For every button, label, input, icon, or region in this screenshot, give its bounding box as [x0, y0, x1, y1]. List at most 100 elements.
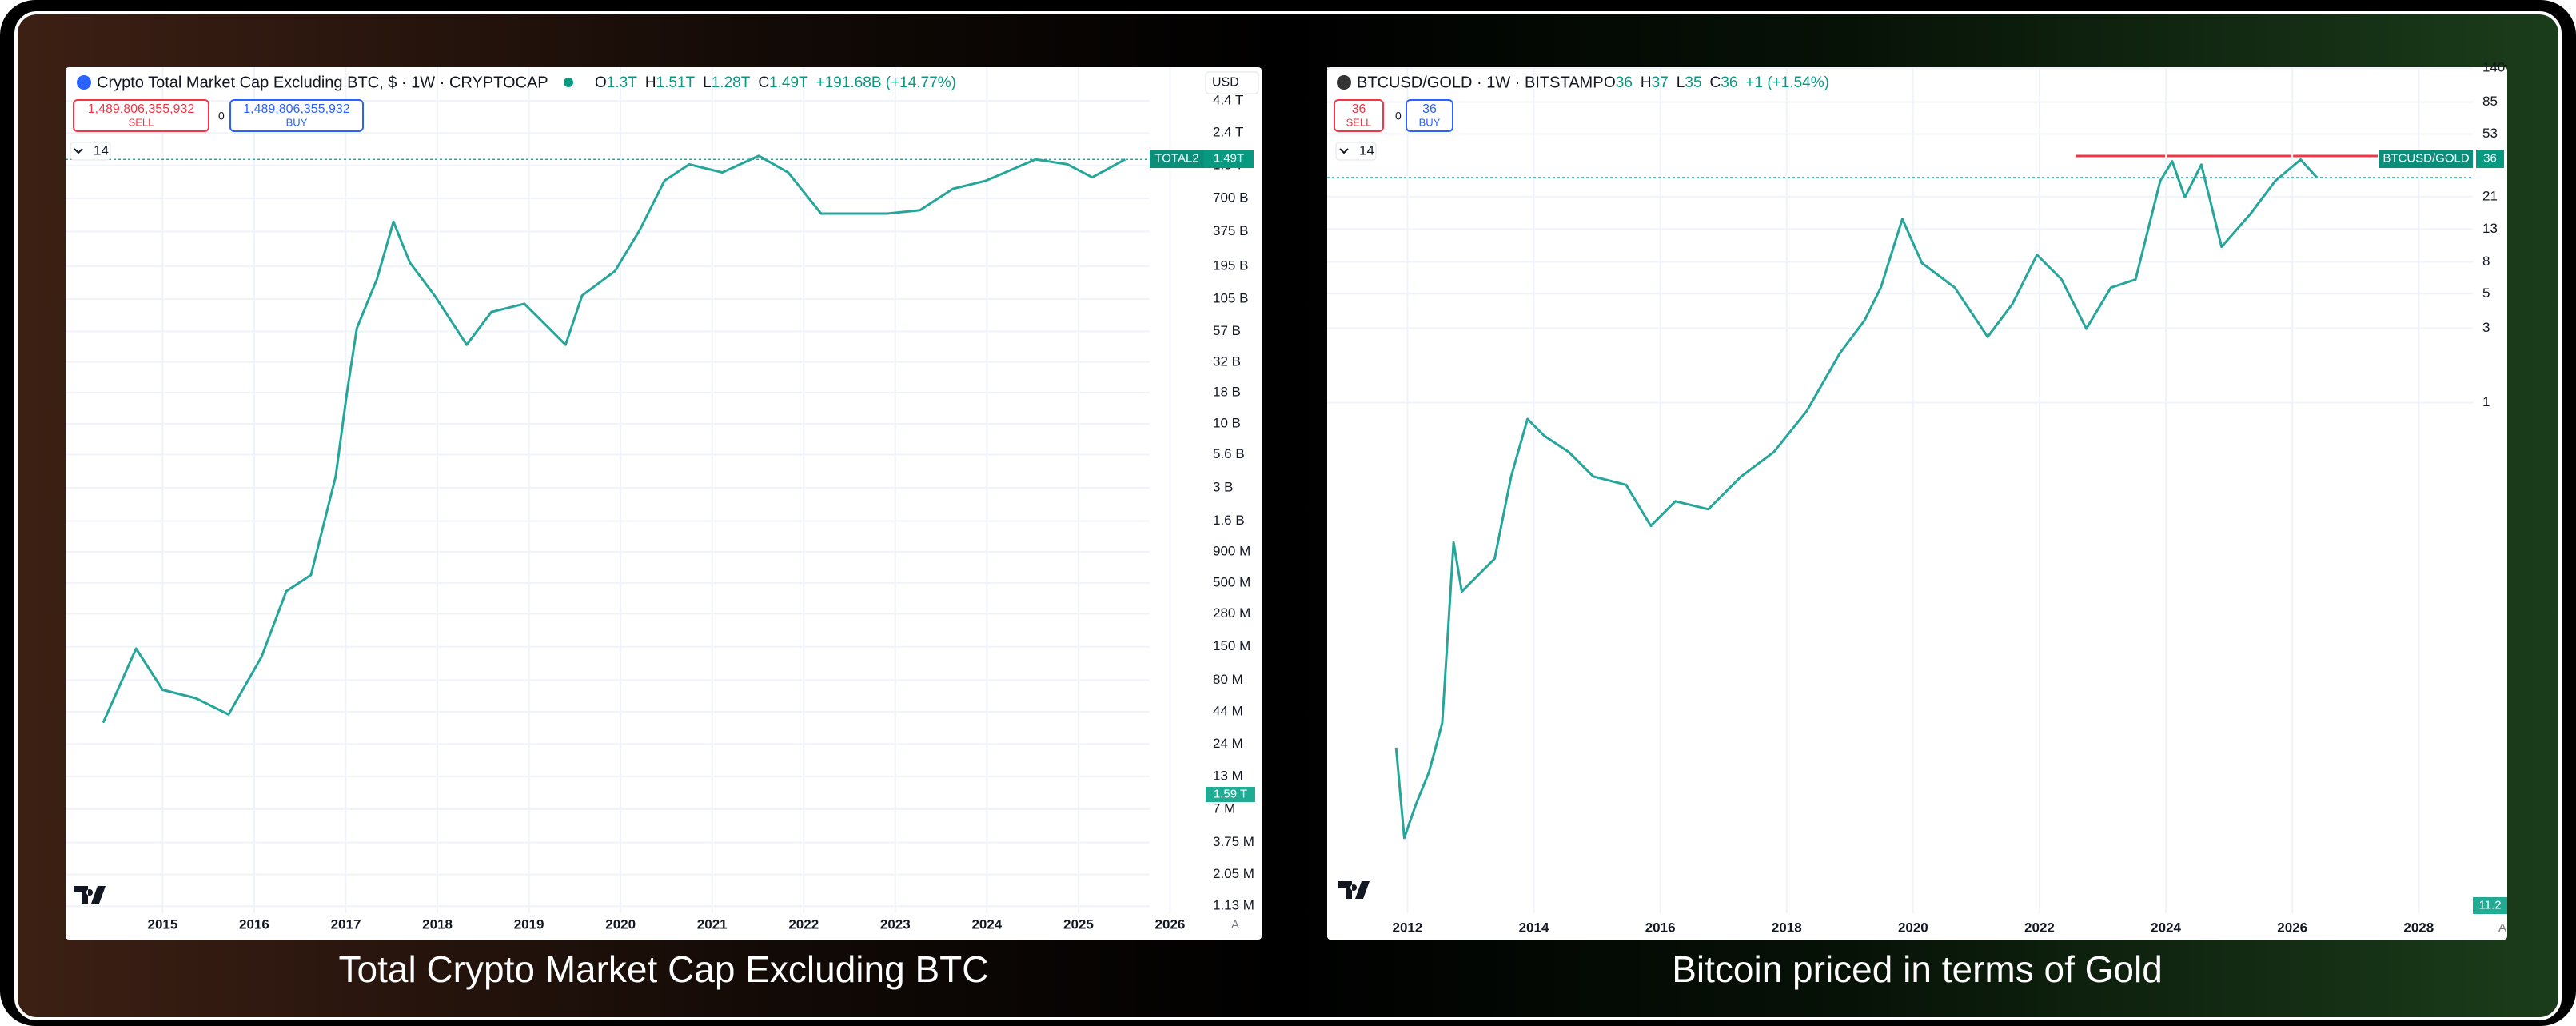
indicator-toggle[interactable] [70, 142, 111, 161]
y-tick-label: 105 B [1213, 290, 1248, 305]
y-tick-label: 21 [2482, 188, 2498, 203]
ohlc-value: 1.49T [769, 74, 808, 91]
sell-button[interactable] [73, 99, 209, 132]
x-tick-label: 2026 [1155, 916, 1186, 932]
y-tick-label: 5 [2482, 285, 2490, 301]
y-tick-label: 1.6 B [1213, 513, 1245, 528]
price-tag [2476, 150, 2504, 168]
x-tick-label: 2019 [514, 916, 544, 932]
y-tick-label: 44 M [1213, 704, 1243, 719]
symbol-title: BTCUSD/GOLD · 1W · BITSTAMP [1357, 74, 1604, 91]
x-tick-label: 2017 [331, 916, 361, 932]
y-tick-label: 8 [2482, 254, 2490, 269]
currency-button[interactable] [1205, 71, 1259, 94]
chart-panel [66, 67, 1262, 940]
plot-area [102, 154, 1127, 724]
y-tick-label: 195 B [1213, 257, 1248, 273]
y-tick-label: 3.75 M [1213, 834, 1254, 849]
symbol-tag [1150, 150, 1204, 168]
x-tick-label: 2012 [1392, 920, 1422, 935]
y-tick-label: 140 [2482, 60, 2505, 75]
symbol-title: Crypto Total Market Cap Excluding BTC, $… [97, 74, 548, 91]
x-tick-label: 2016 [1645, 920, 1676, 935]
y-tick-label: 1.13 M [1213, 898, 1254, 913]
y-tick-label: 500 M [1213, 574, 1250, 589]
x-tick-label: 2016 [239, 916, 269, 932]
spread: 0 [218, 110, 225, 122]
ohlc-label: C [1710, 74, 1721, 91]
plot-area [1394, 158, 2319, 840]
buy-button[interactable] [1406, 99, 1453, 132]
x-tick-label: 2022 [788, 916, 819, 932]
volume-tag-label: 11.2 [2478, 898, 2501, 912]
volume-tag [2473, 897, 2507, 914]
tradingview-logo [74, 886, 106, 904]
x-tick-label: 2018 [1772, 920, 1802, 935]
x-tick-label: 2022 [2024, 920, 2055, 935]
x-tick-label: 2024 [2151, 920, 2181, 935]
buy-price[interactable]: 1,489,806,355,932 [243, 102, 350, 116]
x-tick-label: 2023 [880, 916, 911, 932]
y-tick-label: 13 M [1213, 769, 1243, 784]
symbol-icon [1337, 75, 1351, 90]
sell-label[interactable]: SELL [129, 116, 154, 128]
scale-mode-button[interactable]: A [2498, 921, 2506, 935]
x-tick-label: 2025 [1063, 916, 1094, 932]
y-tick-label: 1 [2482, 394, 2490, 409]
ohlc-label: O [595, 74, 607, 91]
y-tick-label: 4.4 T [1213, 92, 1243, 107]
y-tick-label: 3 B [1213, 479, 1234, 494]
market-status-dot [564, 78, 573, 87]
y-tick-label: 53 [2482, 126, 2498, 141]
ohlc-value: 1.28T [712, 74, 751, 91]
sell-label[interactable]: SELL [1346, 116, 1372, 128]
y-tick-label: 700 B [1213, 190, 1248, 205]
y-tick-label: 280 M [1213, 605, 1250, 621]
y-tick-label: 10 B [1213, 415, 1241, 430]
chart-caption: Bitcoin priced in terms of Gold [1672, 948, 2163, 990]
buy-label[interactable]: BUY [1419, 116, 1441, 128]
ohlc-change: +191.68B (+14.77%) [816, 74, 956, 91]
x-tick-label: 2021 [697, 916, 728, 932]
y-tick-label: 57 B [1213, 323, 1241, 338]
x-tick-label: 2015 [148, 916, 178, 932]
y-tick-label: 3 [2482, 320, 2490, 335]
buy-label[interactable]: BUY [286, 116, 308, 128]
ohlc-value: 35 [1685, 74, 1701, 91]
y-tick-label: 375 B [1213, 223, 1248, 238]
y-tick-label: 2.4 T [1213, 125, 1243, 140]
sell-price[interactable]: 1,489,806,355,932 [88, 102, 195, 116]
ohlc-value: 37 [1652, 74, 1669, 91]
chevron[interactable] [1339, 148, 1349, 154]
symbol-tag-label: TOTAL2 [1154, 151, 1198, 165]
y-tick-label: 85 [2482, 94, 2498, 109]
chevron[interactable] [74, 148, 83, 154]
indicator-toggle[interactable] [1335, 142, 1377, 161]
currency-label[interactable]: USD [1212, 76, 1239, 90]
buy-button[interactable] [229, 99, 364, 132]
indicator-value[interactable]: 14 [1359, 142, 1374, 158]
ohlc-label: H [1641, 74, 1652, 91]
sell-button[interactable] [1334, 99, 1384, 132]
indicator-value[interactable]: 14 [94, 142, 109, 158]
price-line [1394, 158, 2319, 840]
ohlc-label: H [645, 74, 656, 91]
scale-mode-button[interactable]: A [1231, 918, 1239, 932]
ohlc-values: O36 H37 L35 C36 +1 (+1.54%) [1604, 74, 1829, 91]
ohlc-value: 1.3T [607, 74, 637, 91]
buy-price[interactable]: 36 [1422, 102, 1437, 116]
symbol-icon [77, 75, 91, 90]
volume-tag [1206, 787, 1255, 802]
y-tick-label: 900 M [1213, 543, 1250, 558]
ohlc-label: O [1604, 74, 1616, 91]
x-tick-label: 2026 [2277, 920, 2307, 935]
ohlc-values: O1.3T H1.51T L1.28T C1.49T +191.68B (+14.77%… [595, 74, 956, 91]
price-tag [1204, 150, 1254, 168]
sell-price[interactable]: 36 [1352, 102, 1366, 116]
y-tick-label: 5.6 B [1213, 446, 1245, 461]
ohlc-value: 36 [1616, 74, 1633, 91]
y-tick-label: 150 M [1213, 638, 1250, 653]
x-tick-label: 2018 [422, 916, 453, 932]
